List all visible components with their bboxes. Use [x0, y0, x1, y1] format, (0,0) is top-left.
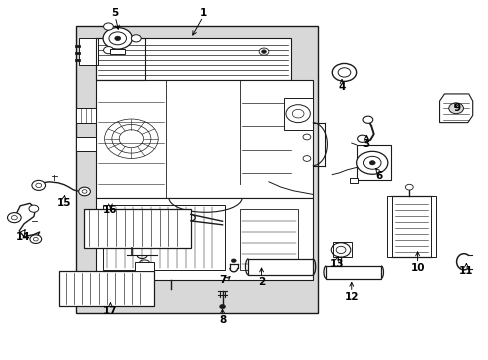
Circle shape [330, 243, 350, 257]
Polygon shape [326, 266, 380, 279]
Circle shape [362, 116, 372, 123]
Text: 3: 3 [362, 139, 369, 149]
Text: 8: 8 [219, 315, 226, 325]
Circle shape [368, 161, 374, 165]
Polygon shape [83, 209, 190, 248]
Circle shape [103, 23, 113, 30]
Polygon shape [76, 137, 96, 151]
Circle shape [29, 205, 39, 212]
Text: 4: 4 [338, 82, 345, 92]
Circle shape [448, 103, 463, 114]
Polygon shape [349, 178, 357, 183]
Polygon shape [430, 196, 435, 257]
Circle shape [103, 46, 113, 54]
Polygon shape [248, 259, 312, 275]
Circle shape [131, 35, 141, 42]
Circle shape [103, 28, 132, 49]
Polygon shape [390, 196, 431, 257]
Polygon shape [76, 26, 317, 313]
Circle shape [115, 36, 121, 41]
Polygon shape [439, 94, 472, 123]
Text: 2: 2 [257, 277, 264, 287]
Polygon shape [283, 98, 312, 130]
Polygon shape [356, 145, 390, 180]
Polygon shape [96, 39, 290, 80]
Text: 13: 13 [329, 259, 344, 269]
Polygon shape [59, 271, 154, 306]
Polygon shape [79, 39, 98, 65]
Polygon shape [110, 49, 125, 54]
Circle shape [219, 305, 225, 309]
Polygon shape [96, 80, 312, 198]
Text: 17: 17 [103, 306, 118, 316]
Polygon shape [135, 262, 154, 271]
Text: 16: 16 [103, 206, 118, 216]
Text: 11: 11 [458, 266, 473, 276]
Text: 6: 6 [374, 171, 382, 181]
Text: 10: 10 [409, 263, 424, 273]
Circle shape [7, 213, 21, 223]
Circle shape [79, 187, 90, 196]
Text: 9: 9 [452, 103, 459, 113]
Circle shape [261, 50, 266, 53]
Text: 5: 5 [111, 8, 119, 18]
Polygon shape [386, 196, 391, 257]
Circle shape [303, 134, 310, 140]
Circle shape [259, 48, 268, 55]
Circle shape [357, 135, 366, 142]
Circle shape [231, 259, 236, 262]
Circle shape [32, 180, 45, 190]
Text: 14: 14 [15, 232, 30, 242]
Circle shape [356, 151, 387, 174]
Text: 12: 12 [344, 292, 358, 302]
Text: 1: 1 [199, 8, 206, 18]
Circle shape [30, 235, 41, 243]
Circle shape [303, 156, 310, 161]
Text: 7: 7 [219, 275, 226, 285]
Polygon shape [76, 108, 96, 123]
Circle shape [405, 184, 412, 190]
Text: 15: 15 [57, 198, 71, 208]
Polygon shape [96, 198, 312, 280]
Circle shape [331, 63, 356, 81]
